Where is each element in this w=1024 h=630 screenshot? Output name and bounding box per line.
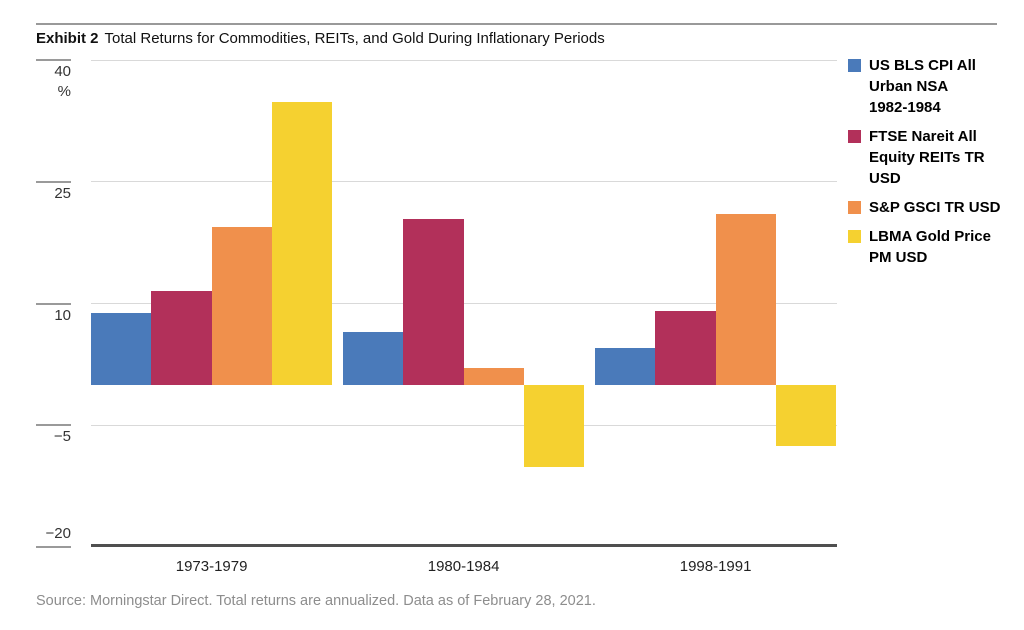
legend-label: S&P GSCI TR USD (869, 199, 1001, 216)
bar-1973-1979-s-p-gsci (211, 227, 272, 385)
category-label-1973-1979: 1973-1979 (175, 558, 248, 575)
tick-label-neg5: −5 (53, 428, 71, 446)
legend-label: US BLS CPI All Urban NSA 1982-1984 (869, 57, 976, 116)
plot-area (91, 59, 837, 547)
legend-swatch-icon (848, 130, 861, 143)
legend-item-lbma-gold-price: LBMA Gold Price PM USD (848, 226, 1020, 268)
bar-1998-1991-us-bls-cpi (595, 348, 656, 385)
legend-swatch-icon (848, 230, 861, 243)
chart-title: Exhibit 2 Total Returns for Commodities, … (36, 30, 605, 47)
bar-1998-1991-ftse-nareit-all (655, 310, 716, 385)
y-axis-unit: % (57, 83, 71, 100)
legend-item-s-p-gsci-tr-usd: S&P GSCI TR USD (848, 197, 1020, 218)
bar-1980-1984-lbma-gold-price (523, 384, 585, 467)
bar-1998-1991-lbma-gold-price (775, 384, 837, 447)
bar-1973-1979-ftse-nareit-all (151, 291, 212, 385)
legend-item-us-bls-cpi-all: US BLS CPI All Urban NSA 1982-1984 (848, 55, 1020, 118)
legend-item-ftse-nareit-all: FTSE Nareit All Equity REITs TR USD (848, 126, 1020, 189)
x-axis-line (91, 544, 837, 547)
source-note: Source: Morningstar Direct. Total return… (36, 593, 596, 609)
tick-mark-10 (36, 302, 71, 305)
tick-label-40: 40 (54, 63, 71, 80)
tick-mark-neg5 (36, 424, 71, 427)
bar-1980-1984-ftse-nareit-all (403, 219, 464, 385)
tick-mark-25 (36, 180, 71, 183)
gridline-25 (91, 181, 837, 183)
bar-1973-1979-lbma-gold-price (271, 102, 333, 385)
bar-1980-1984-us-bls-cpi (343, 331, 404, 385)
exhibit-label: Exhibit 2 (36, 30, 99, 47)
legend-swatch-icon (848, 59, 861, 72)
category-label-1998-1991: 1998-1991 (679, 558, 752, 575)
legend-label: FTSE Nareit All Equity REITs TR USD (869, 128, 985, 187)
gridline-neg5 (91, 424, 837, 426)
legend: US BLS CPI All Urban NSA 1982-1984 FTSE Nar… (848, 55, 1020, 276)
gridline-40 (91, 59, 837, 61)
tick-mark-neg20 (36, 546, 71, 548)
tick-label-10: 10 (54, 306, 71, 324)
gridline-10 (91, 303, 837, 304)
bar-1998-1991-s-p-gsci (715, 214, 776, 385)
bar-1980-1984-s-p-gsci (463, 367, 524, 385)
tick-mark-40 (36, 59, 71, 61)
top-rule (36, 23, 997, 25)
category-label-1980-1984: 1980-1984 (427, 558, 500, 575)
tick-label-25: 25 (54, 184, 71, 202)
bar-1973-1979-us-bls-cpi (91, 313, 152, 385)
tick-label-neg20: −20 (45, 525, 71, 542)
legend-label: LBMA Gold Price PM USD (869, 228, 991, 266)
legend-swatch-icon (848, 201, 861, 214)
title-text: Total Returns for Commodities, REITs, an… (104, 30, 605, 47)
